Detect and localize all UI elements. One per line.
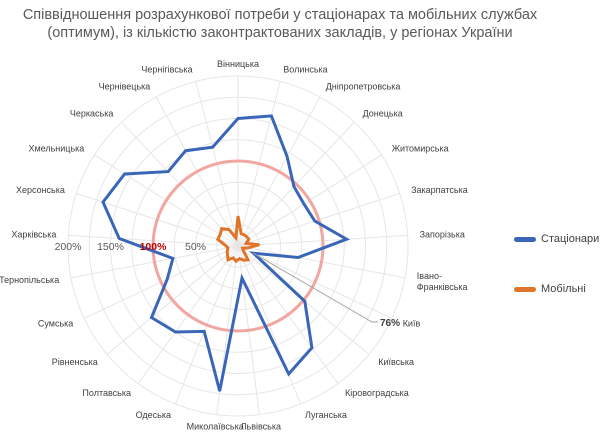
data-point-mobile: [226, 250, 228, 252]
data-point-stationary: [150, 316, 153, 319]
category-label: Волинська: [283, 65, 327, 75]
data-point-stationary: [211, 146, 214, 148]
category-label: Херсонська: [16, 185, 65, 195]
category-label: Чернігівська: [141, 65, 192, 75]
category-label: Львівська: [241, 422, 281, 432]
data-point-mobile: [247, 259, 249, 261]
data-point-mobile: [227, 259, 229, 261]
radial-tick-label: 150%: [97, 241, 124, 253]
chart-title-line-1: Співвідношення розрахункової потреби у с…: [22, 7, 538, 23]
category-label: Рівненська: [52, 357, 98, 367]
category-labels: Вінницька Волинська Дніпропетровська Донець…: [0, 59, 468, 432]
radial-tick-labels: 50% 100% 150% 200%: [55, 241, 206, 253]
data-point-mobile: [220, 227, 223, 230]
radial-tick-label: 100%: [140, 241, 168, 253]
data-point-stationary: [286, 155, 288, 158]
legend-swatch-mobile: [514, 286, 536, 292]
category-label: Одеська: [136, 410, 171, 420]
radial-tick-label: 50%: [185, 241, 206, 253]
category-label: Дніпропетровська: [326, 82, 401, 92]
data-point-stationary: [184, 149, 187, 152]
data-point-stationary: [172, 257, 174, 260]
category-label: Донецька: [363, 108, 403, 118]
data-point-stationary: [174, 331, 177, 333]
data-point-stationary: [311, 347, 313, 349]
data-point-mobile: [240, 232, 242, 235]
category-label: Запорізька: [420, 230, 465, 240]
series-line-stationary: [101, 114, 351, 392]
radial-tick-label: 200%: [55, 241, 82, 253]
data-point-mobile: [242, 259, 245, 262]
data-point-mobile: [241, 247, 244, 249]
data-point-mobile: [243, 234, 245, 236]
data-point-stationary: [218, 390, 221, 392]
legend-item-mobile: Мобільні: [514, 283, 586, 295]
data-point-mobile: [228, 228, 230, 231]
data-point-stationary: [293, 185, 295, 188]
reference-ring-100: [151, 159, 325, 333]
series-line-mobile: [215, 216, 260, 264]
data-point-mobile: [238, 257, 241, 260]
data-point-stationary: [287, 373, 290, 375]
data-point-mobile: [245, 235, 248, 238]
category-label: Черкаська: [70, 108, 113, 118]
category-label: Полтавська: [82, 388, 131, 398]
category-label: Харківська: [11, 230, 56, 240]
data-point-stationary: [166, 278, 168, 281]
annotation-leader-line: [253, 252, 378, 323]
legend-label-stationary: Стаціонари: [541, 233, 600, 245]
data-point-mobile: [219, 233, 221, 236]
data-point-mobile: [242, 249, 244, 252]
category-label: Івано-Франківська: [417, 271, 468, 292]
data-point-stationary: [304, 300, 306, 303]
data-point-mobile: [258, 243, 261, 246]
data-point-stationary: [167, 170, 169, 173]
data-point-mobile: [248, 238, 250, 240]
category-label: Хмельницька: [28, 144, 84, 154]
legend-item-stationary: Стаціонари: [514, 233, 599, 245]
category-label: Миколаївська: [187, 422, 244, 432]
data-point-stationary: [123, 173, 126, 175]
data-point-mobile: [245, 242, 247, 245]
category-label: Кіровоградська: [345, 388, 409, 398]
data-point-stationary: [345, 238, 348, 240]
radar-series: [101, 114, 351, 392]
data-point-mobile: [235, 237, 237, 239]
data-point-stationary: [314, 220, 316, 222]
category-label: Житомирська: [392, 144, 449, 154]
data-point-mobile: [224, 244, 227, 246]
annotation-label: 76%: [380, 318, 400, 329]
category-label: Вінницька: [217, 59, 259, 69]
data-point-mobile: [247, 247, 249, 249]
data-point-mobile: [235, 260, 237, 263]
category-label: Київ: [403, 319, 421, 329]
data-point-stationary: [237, 117, 239, 120]
legend-label-mobile: Мобільні: [541, 283, 586, 295]
annotation: 76%: [253, 252, 400, 329]
data-point-stationary: [241, 277, 243, 279]
data-point-stationary: [102, 201, 104, 203]
category-label: Тернопільська: [0, 275, 59, 285]
legend-swatch-stationary: [514, 236, 536, 242]
data-point-mobile: [237, 215, 239, 218]
data-point-stationary: [303, 203, 305, 205]
data-point-stationary: [297, 256, 299, 259]
category-label: Луганська: [305, 410, 347, 420]
chart-title: Співвідношення розрахункової потреби у с…: [0, 6, 560, 42]
category-label: Чернівецька: [99, 82, 151, 92]
data-point-stationary: [203, 330, 205, 333]
data-point-mobile: [226, 253, 229, 256]
chart-title-line-2: (оптимум), із кількістю законтрактованих…: [47, 25, 513, 41]
category-label: Київська: [378, 357, 414, 367]
data-point-stationary: [270, 115, 273, 117]
data-point-stationary: [118, 237, 120, 240]
category-label: Закарпатська: [411, 185, 468, 195]
reference-ring: [151, 159, 325, 333]
category-label: Сумська: [38, 319, 73, 329]
data-point-mobile: [227, 247, 229, 249]
data-point-mobile: [232, 257, 235, 259]
data-point-mobile: [217, 238, 219, 241]
